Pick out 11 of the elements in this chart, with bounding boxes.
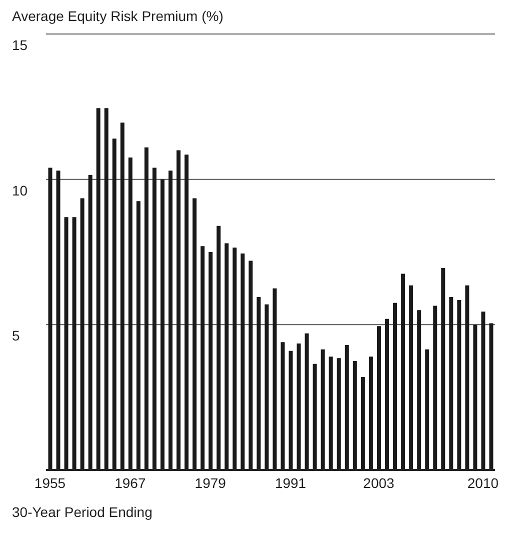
x-tick-label: 1967 [114, 474, 146, 491]
x-tick-label: 2003 [363, 474, 395, 491]
x-tick-label: 1955 [34, 474, 66, 491]
x-tick-label: 2010 [467, 474, 499, 491]
x-tick-label: 1991 [274, 474, 306, 491]
y-axis-title: Average Equity Risk Premium (%) [11, 8, 224, 26]
x-tick-label: 1979 [194, 474, 226, 491]
x-axis-title: 30-Year Period Ending [11, 503, 154, 520]
y-tick-label: 5 [12, 328, 20, 344]
y-tick-label: 10 [12, 182, 28, 198]
y-tick-label: 15 [12, 37, 28, 53]
